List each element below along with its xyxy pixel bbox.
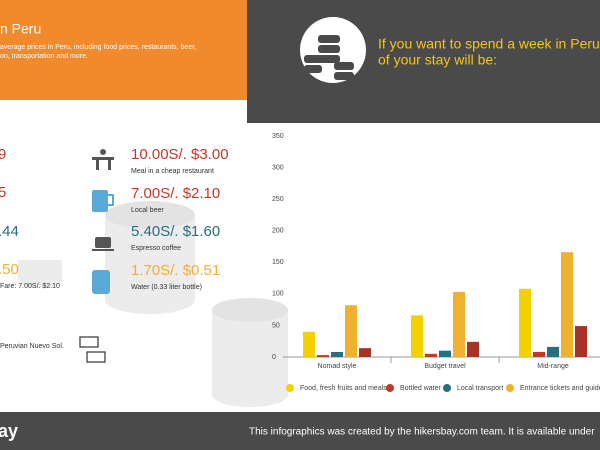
price: 5.40S/. $1.60 — [131, 223, 220, 240]
bar — [345, 305, 357, 357]
y-tick-label: 150 — [272, 259, 284, 266]
left-price: .44 — [0, 223, 19, 240]
bar — [561, 252, 573, 357]
price: 1.70S/. $0.51 — [131, 262, 220, 279]
bar — [359, 348, 371, 357]
bar — [519, 288, 531, 357]
week-heading: of your stay will be: — [378, 52, 497, 68]
y-tick-label: 0 — [272, 354, 276, 361]
description: on, transportation and more. — [0, 53, 88, 60]
week-heading: If you want to spend a week in Peru — [378, 36, 600, 52]
price: 10.00S/. $3.00 — [131, 146, 229, 163]
y-tick-label: 100 — [272, 291, 284, 298]
price-label: Local beer — [131, 207, 164, 214]
price-label: Meal in a cheap restaurant — [131, 168, 214, 175]
left-price: 9 — [0, 146, 6, 163]
y-tick-label: 250 — [272, 196, 284, 203]
bar — [547, 346, 559, 357]
y-tick-label: 300 — [272, 164, 284, 171]
bar — [331, 351, 343, 357]
currency-icon — [79, 336, 106, 363]
coins-icon-stack — [304, 35, 354, 80]
legend-marker — [386, 384, 394, 392]
bar — [467, 341, 479, 357]
y-tick-label: 350 — [272, 133, 284, 140]
bar — [575, 326, 587, 357]
price: 7.00S/. $2.10 — [131, 185, 220, 202]
bar — [303, 331, 315, 357]
legend-label: Local transport — [457, 385, 503, 392]
x-tick-label: Budget travel — [424, 363, 466, 370]
legend-label: Food, fresh fruits and meals — [300, 385, 387, 392]
left-price: .50 — [0, 261, 19, 278]
legend-label: Bottled water — [400, 385, 442, 392]
chart: 0 50 100 150 200 250 300 350 Nomad style Budget t… — [272, 133, 600, 392]
bar — [411, 315, 423, 357]
title: n Peru — [0, 21, 41, 37]
bar — [317, 355, 329, 357]
y-tick-label: 200 — [272, 228, 284, 235]
price-label: Water (0.33 liter bottle) — [131, 284, 202, 291]
left-price: 5 — [0, 184, 6, 201]
bar — [439, 350, 451, 357]
footer-logo: ay — [0, 421, 18, 441]
fare: Fare: 7.00S/. $2.10 — [0, 283, 60, 290]
legend-label: Entrance tickets and guide s — [520, 385, 600, 392]
bar — [453, 291, 465, 357]
legend-marker — [506, 384, 514, 392]
y-tick-label: 50 — [272, 322, 280, 329]
x-tick-label: Nomad style — [318, 363, 357, 370]
bar — [533, 351, 545, 357]
currency-note: Peruvian Nuevo Sol. — [0, 343, 64, 350]
background-coins — [18, 201, 288, 407]
bar — [425, 353, 437, 357]
legend-marker — [286, 384, 294, 392]
header-left — [0, 0, 247, 100]
price-icons — [92, 149, 114, 294]
footer — [0, 412, 600, 450]
legend-marker — [443, 384, 451, 392]
price-label: Espresso coffee — [131, 245, 181, 252]
description: average prices in Peru, including food p… — [0, 44, 196, 51]
x-tick-label: Mid-range — [537, 363, 569, 370]
footer-credit: This infographics was created by the hik… — [249, 427, 595, 438]
